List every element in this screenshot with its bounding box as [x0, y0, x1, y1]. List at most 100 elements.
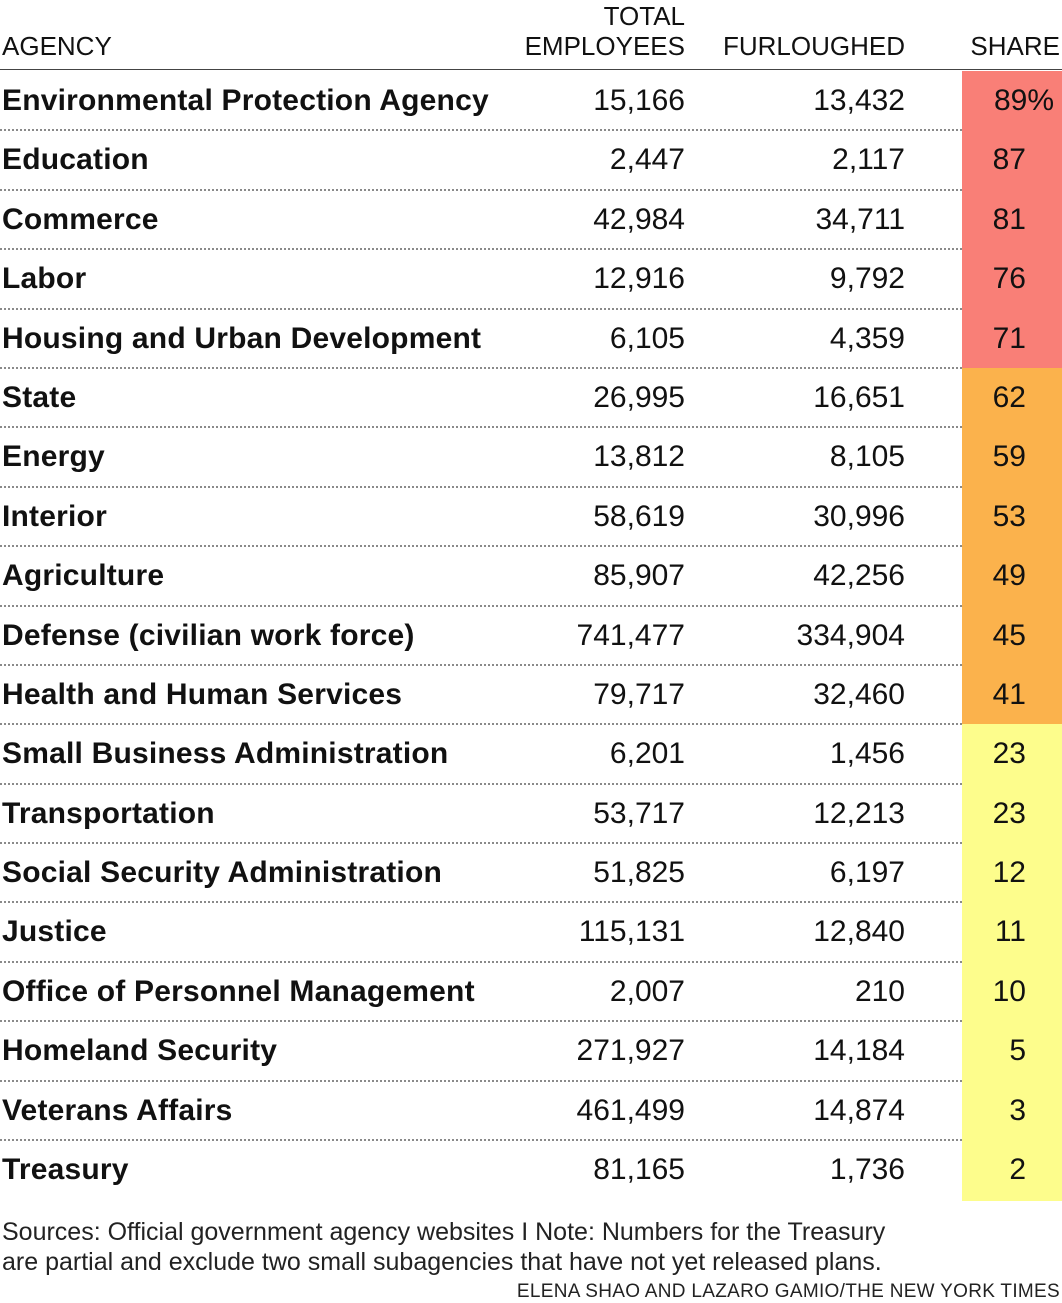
- total-header-line2: EMPLOYEES: [524, 31, 685, 61]
- table-row: Labor 12,916 9,792 76: [0, 249, 1062, 311]
- total-employees-value: 79,717: [593, 677, 685, 711]
- share-color-cell: 62: [962, 367, 1062, 430]
- agency-name: State: [2, 380, 77, 414]
- agency-name: Environmental Protection Agency: [2, 84, 489, 117]
- furloughed-value: 34,711: [815, 202, 905, 236]
- furlough-table: Environmental Protection Agency 15,166 13,…: [0, 71, 1062, 1202]
- share-color-cell: 41: [962, 664, 1062, 727]
- share-value: 10: [992, 974, 1026, 1008]
- share-value: 23: [992, 737, 1026, 771]
- share-color-cell: 45: [962, 605, 1062, 667]
- furloughed-value: 13,432: [813, 84, 905, 117]
- total-employees-value: 6,105: [609, 321, 685, 355]
- table-row: Commerce 42,984 34,711 81: [0, 189, 1062, 252]
- total-employees-value: 15,166: [593, 84, 685, 117]
- table-row: Health and Human Services 79,717 32,460 41: [0, 664, 1062, 727]
- furloughed-value: 2,117: [832, 143, 905, 177]
- share-value: 3: [1009, 1093, 1026, 1127]
- total-employees-value: 461,499: [576, 1093, 685, 1127]
- share-color-cell: 87: [962, 130, 1062, 192]
- share-value: 81: [992, 202, 1026, 236]
- table-row: Housing and Urban Development 6,105 4,359 7…: [0, 308, 1062, 370]
- furloughed-value: 8,105: [829, 440, 905, 474]
- furloughed-value: 1,456: [829, 737, 905, 771]
- table-row: Education 2,447 2,117 87: [0, 130, 1062, 192]
- agency-name: Transportation: [2, 796, 215, 830]
- table-row: Treasury 81,165 1,736 2: [0, 1140, 1062, 1202]
- agency-name: Interior: [2, 499, 107, 533]
- notes-line-1: Sources: Official government agency webs…: [2, 1218, 886, 1246]
- share-value: 59: [992, 440, 1026, 474]
- total-employees-value: 271,927: [576, 1034, 685, 1068]
- total-employees-column-header: TOTAL EMPLOYEES: [525, 1, 685, 61]
- table-row: Transportation 53,717 12,213 23: [0, 783, 1062, 846]
- share-color-cell: 71: [962, 308, 1062, 370]
- furloughed-value: 210: [854, 974, 905, 1008]
- furloughed-value: 14,184: [813, 1034, 905, 1068]
- furloughed-value: 6,197: [829, 856, 905, 890]
- furloughed-value: 32,460: [813, 677, 905, 711]
- share-color-cell: 11: [962, 902, 1062, 964]
- share-color-cell: 12: [962, 843, 1062, 905]
- agency-name: Social Security Administration: [2, 856, 442, 890]
- furloughed-value: 1,736: [829, 1153, 905, 1187]
- total-employees-value: 115,131: [578, 915, 685, 949]
- agency-name: Defense (civilian work force): [2, 618, 415, 652]
- furloughed-value: 12,840: [813, 915, 905, 949]
- agency-name: Justice: [2, 915, 107, 949]
- share-color-cell: 10: [962, 961, 1062, 1024]
- share-color-cell: 59: [962, 427, 1062, 489]
- table-row: Interior 58,619 30,996 53: [0, 486, 1062, 549]
- share-value: 71: [992, 321, 1026, 355]
- share-value: 76: [992, 262, 1026, 296]
- table-row: Small Business Administration 6,201 1,456 2…: [0, 724, 1062, 786]
- total-employees-value: 85,907: [593, 559, 685, 593]
- share-color-cell: 76: [962, 249, 1062, 311]
- share-value: 23: [992, 796, 1026, 830]
- share-value: 11: [994, 915, 1026, 949]
- table-header: AGENCY TOTAL EMPLOYEES FURLOUGHED SHARE: [0, 0, 1062, 70]
- share-value: 12: [992, 856, 1026, 890]
- share-color-cell: 89%: [962, 71, 1062, 133]
- total-employees-value: 53,717: [593, 796, 685, 830]
- share-color-cell: 23: [962, 724, 1062, 786]
- table-row: Energy 13,812 8,105 59: [0, 427, 1062, 489]
- share-value: 45: [992, 618, 1026, 652]
- furloughed-value: 42,256: [813, 559, 905, 593]
- agency-name: Treasury: [2, 1153, 129, 1187]
- total-employees-value: 741,477: [576, 618, 685, 652]
- share-color-cell: 23: [962, 783, 1062, 846]
- table-row: Office of Personnel Management 2,007 210 10: [0, 961, 1062, 1024]
- share-value: 89%: [993, 84, 1054, 117]
- agency-name: Commerce: [2, 202, 159, 236]
- share-color-cell: 5: [962, 1021, 1062, 1083]
- agency-name: Veterans Affairs: [2, 1093, 233, 1127]
- furloughed-value: 9,792: [829, 262, 905, 296]
- table-row: Defense (civilian work force) 741,477 334,…: [0, 605, 1062, 667]
- table-row: State 26,995 16,651 62: [0, 367, 1062, 430]
- table-row: Agriculture 85,907 42,256 49: [0, 546, 1062, 608]
- total-employees-value: 81,165: [593, 1153, 685, 1187]
- total-employees-value: 42,984: [593, 202, 685, 236]
- total-employees-value: 13,812: [593, 440, 685, 474]
- share-color-cell: 3: [962, 1080, 1062, 1143]
- share-value: 5: [1009, 1034, 1026, 1068]
- furloughed-value: 16,651: [813, 380, 905, 414]
- share-column-header: SHARE: [970, 31, 1060, 61]
- agency-name: Agriculture: [2, 559, 165, 593]
- agency-name: Small Business Administration: [2, 737, 449, 771]
- notes-line-2: are partial and exclude two small subage…: [2, 1248, 882, 1276]
- agency-column-header: AGENCY: [2, 31, 112, 61]
- furloughed-column-header: FURLOUGHED: [722, 31, 905, 61]
- share-color-cell: 53: [962, 486, 1062, 549]
- total-employees-value: 26,995: [593, 380, 685, 414]
- total-employees-value: 12,916: [593, 262, 685, 296]
- agency-name: Office of Personnel Management: [2, 974, 475, 1008]
- total-employees-value: 58,619: [593, 499, 685, 533]
- share-color-cell: 49: [962, 546, 1062, 608]
- total-employees-value: 2,447: [609, 143, 685, 177]
- share-value: 53: [992, 499, 1026, 533]
- table-row: Social Security Administration 51,825 6,19…: [0, 843, 1062, 905]
- share-value: 2: [1009, 1153, 1026, 1187]
- share-color-cell: 81: [962, 189, 1062, 252]
